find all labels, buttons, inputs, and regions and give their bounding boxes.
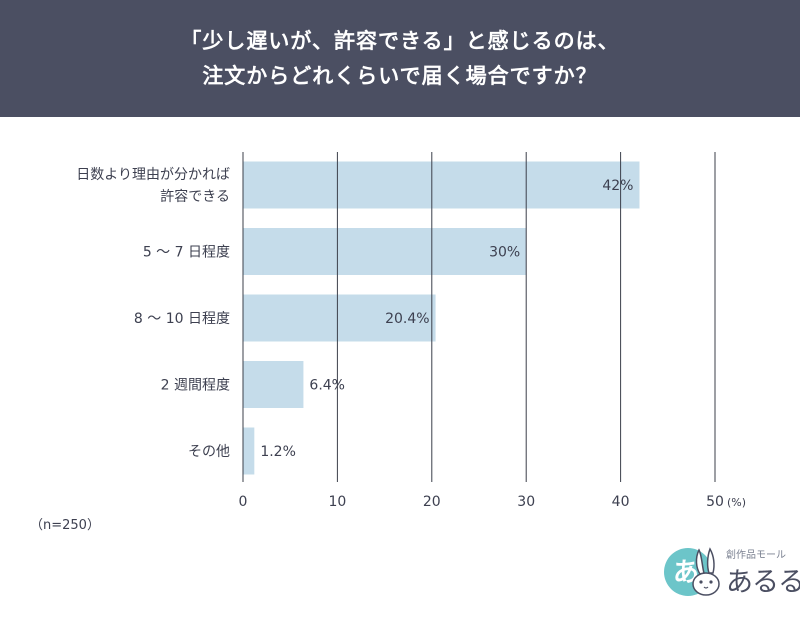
logo-name: あるる [726,567,800,598]
value-label-3: 6.4% [309,378,345,394]
x-axis-unit-label: (%) [727,496,746,509]
value-label-0: 42% [602,178,633,194]
category-label-1-0: 5 〜 7 日程度 [143,245,230,261]
x-tick-label-4: 40 [612,494,630,510]
category-label-3-0: 2 週間程度 [161,378,230,394]
bar-0 [243,161,640,209]
value-label-4: 1.2% [260,444,296,460]
bar-4 [243,427,255,475]
x-tick-label-3: 30 [517,494,535,510]
logo-subtitle: 創作品モール [726,550,786,561]
category-label-0-1: 許容できる [160,188,230,205]
rabbit-icon [692,547,720,596]
value-label-2: 20.4% [385,311,429,327]
chart-title-line-2: 注文からどれくらいで届く場合ですか？ [202,63,598,88]
category-label-0-0: 日数より理由が分かれば [76,167,230,183]
x-tick-label-0: 0 [239,494,248,510]
bar-1 [243,228,527,275]
bar-2 [243,294,436,342]
x-tick-label-2: 20 [423,494,441,510]
aruru-logo: あ 創作品モール あるる [664,540,800,602]
chart-title-line-1: 「少し遅いが、許容できる」と感じるのは、 [180,28,620,53]
category-label-2-0: 8 〜 10 日程度 [134,311,230,327]
sample-size-note: （n=250） [30,518,100,533]
category-label-4-0: その他 [188,444,230,460]
x-tick-label-1: 10 [328,494,346,510]
value-label-1: 30% [489,245,520,261]
chart-title-banner: 「少し遅いが、許容できる」と感じるのは、 注文からどれくらいで届く場合ですか？ [0,0,800,117]
bar-3 [243,361,304,408]
x-tick-label-5: 50 [706,494,724,510]
